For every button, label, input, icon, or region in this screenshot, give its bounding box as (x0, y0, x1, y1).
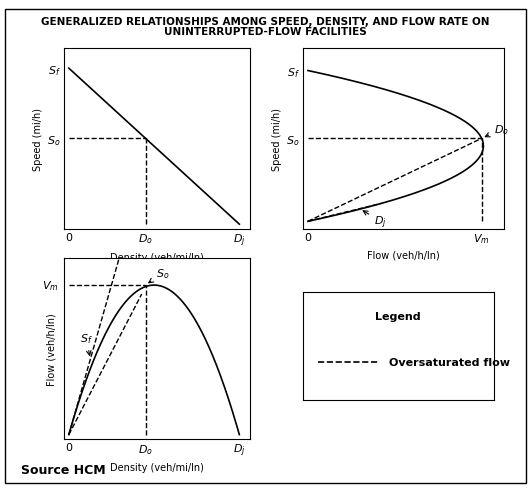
Text: Oversaturated flow: Oversaturated flow (389, 358, 510, 367)
Text: $V_m$: $V_m$ (42, 279, 58, 292)
Y-axis label: Flow (veh/h/ln): Flow (veh/h/ln) (47, 313, 57, 385)
Y-axis label: Speed (mi/h): Speed (mi/h) (33, 108, 44, 170)
Text: Source HCM: Source HCM (21, 463, 106, 476)
Text: $S_f$: $S_f$ (80, 332, 93, 356)
Text: GENERALIZED RELATIONSHIPS AMONG SPEED, DENSITY, AND FLOW RATE ON: GENERALIZED RELATIONSHIPS AMONG SPEED, D… (41, 17, 490, 27)
Text: $S_o$: $S_o$ (149, 266, 169, 283)
Text: UNINTERRUPTED-FLOW FACILITIES: UNINTERRUPTED-FLOW FACILITIES (164, 27, 367, 37)
Text: $D_o$: $D_o$ (485, 123, 509, 138)
Text: $D_j$: $D_j$ (363, 211, 387, 230)
Y-axis label: Speed (mi/h): Speed (mi/h) (272, 108, 282, 170)
X-axis label: Flow (veh/h/ln): Flow (veh/h/ln) (367, 250, 440, 260)
Text: Legend: Legend (375, 311, 421, 322)
X-axis label: Density (veh/mi/ln): Density (veh/mi/ln) (110, 253, 203, 263)
X-axis label: Density (veh/mi/ln): Density (veh/mi/ln) (110, 463, 203, 472)
